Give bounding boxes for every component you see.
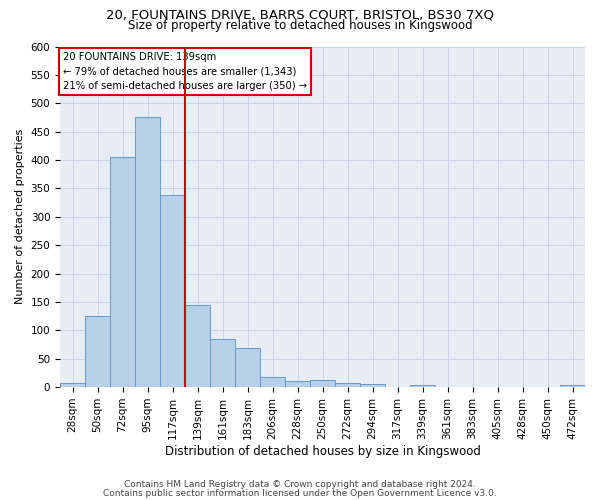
X-axis label: Distribution of detached houses by size in Kingswood: Distribution of detached houses by size … xyxy=(164,444,481,458)
Bar xyxy=(260,377,285,387)
Bar xyxy=(85,316,110,387)
Text: Contains public sector information licensed under the Open Government Licence v3: Contains public sector information licen… xyxy=(103,488,497,498)
Y-axis label: Number of detached properties: Number of detached properties xyxy=(15,129,25,304)
Bar xyxy=(210,339,235,387)
Bar xyxy=(335,382,360,387)
Text: 20 FOUNTAINS DRIVE: 139sqm
← 79% of detached houses are smaller (1,343)
21% of s: 20 FOUNTAINS DRIVE: 139sqm ← 79% of deta… xyxy=(62,52,307,91)
Bar xyxy=(235,348,260,387)
Bar xyxy=(185,305,210,387)
Text: Contains HM Land Registry data © Crown copyright and database right 2024.: Contains HM Land Registry data © Crown c… xyxy=(124,480,476,489)
Bar xyxy=(135,118,160,387)
Bar xyxy=(360,384,385,387)
Text: Size of property relative to detached houses in Kingswood: Size of property relative to detached ho… xyxy=(128,19,472,32)
Bar xyxy=(60,382,85,387)
Bar xyxy=(285,381,310,387)
Bar xyxy=(110,157,135,387)
Bar xyxy=(310,380,335,387)
Bar xyxy=(410,385,435,387)
Bar xyxy=(560,385,585,387)
Bar xyxy=(160,195,185,387)
Text: 20, FOUNTAINS DRIVE, BARRS COURT, BRISTOL, BS30 7XQ: 20, FOUNTAINS DRIVE, BARRS COURT, BRISTO… xyxy=(106,9,494,22)
